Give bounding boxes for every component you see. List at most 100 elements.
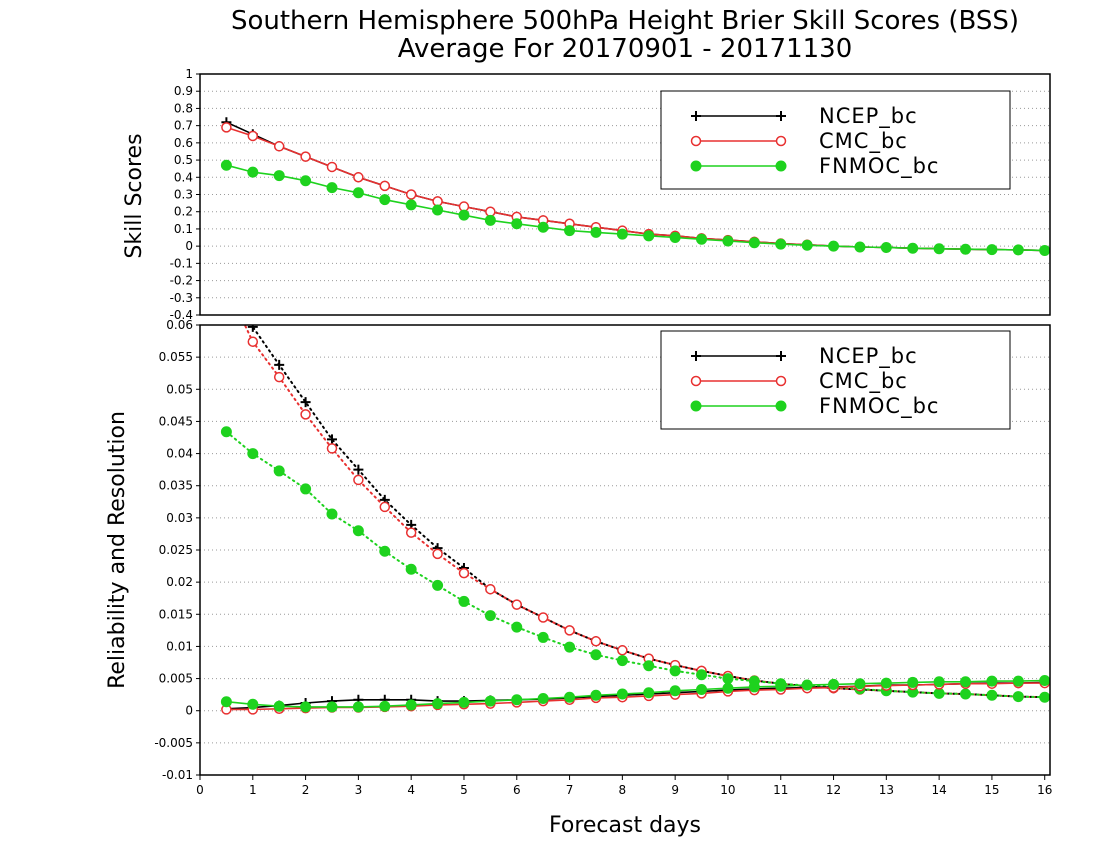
- data-point-ncep-bc-resolution: [247, 325, 258, 332]
- data-point-fnmoc-bc-reliability: [220, 696, 232, 708]
- y-tick-label: 0.045: [159, 414, 193, 428]
- chart-title-line2: Average For 20170901 - 20171130: [398, 34, 853, 64]
- x-tick-label: 5: [460, 783, 468, 797]
- y-tick-label: 0.015: [159, 607, 193, 621]
- data-point-cmc-bc: [300, 151, 311, 162]
- data-point-fnmoc-bc-reliability: [405, 699, 417, 711]
- data-point-fnmoc-bc: [537, 221, 549, 233]
- data-point-fnmoc-bc-resolution: [986, 689, 998, 701]
- data-point-fnmoc-bc-resolution: [511, 621, 523, 633]
- data-point-fnmoc-bc-reliability: [379, 700, 391, 712]
- data-point-fnmoc-bc-reliability: [1039, 675, 1050, 686]
- y-tick-label: 0.9: [174, 84, 193, 98]
- data-point-fnmoc-bc-resolution: [220, 426, 232, 438]
- data-point-cmc-bc-resolution: [485, 583, 496, 595]
- data-point-fnmoc-bc-resolution: [1012, 691, 1024, 703]
- y-tick-label: 0.2: [174, 205, 193, 219]
- legend-marker-cmc-bc: [690, 375, 702, 387]
- data-point-fnmoc-bc: [828, 240, 840, 252]
- series-line-cmc-bc-reliability: [225, 682, 1046, 711]
- data-point-fnmoc-bc: [247, 166, 259, 178]
- legend-marker-cmc-bc: [775, 375, 787, 387]
- data-point-fnmoc-bc: [220, 159, 232, 171]
- data-point-cmc-bc: [379, 180, 391, 192]
- x-tick-label: 2: [302, 783, 310, 797]
- y-tick-label: 1: [185, 67, 193, 81]
- data-point-fnmoc-bc: [986, 244, 998, 256]
- legend-label-cmc-bc: CMC_bc: [819, 129, 908, 154]
- data-point-fnmoc-bc-reliability: [511, 694, 523, 706]
- x-tick-label: 13: [879, 783, 894, 797]
- data-point-fnmoc-bc-resolution: [273, 465, 285, 477]
- x-tick-label: 10: [720, 783, 735, 797]
- y-tick-label: -0.4: [170, 308, 193, 322]
- data-point-fnmoc-bc: [722, 235, 734, 247]
- y-tick-label: 0.8: [174, 101, 193, 115]
- bottom-y-axis-label: Reliability and Resolution: [105, 411, 130, 689]
- data-point-fnmoc-bc: [696, 233, 708, 245]
- data-point-fnmoc-bc: [801, 239, 813, 251]
- data-point-fnmoc-bc-reliability: [933, 676, 945, 688]
- x-axis-label: Forecast days: [549, 813, 701, 838]
- y-tick-label: -0.3: [170, 291, 193, 305]
- legend-label-fnmoc-bc: FNMOC_bc: [819, 394, 939, 419]
- data-point-fnmoc-bc: [484, 214, 496, 226]
- y-tick-label: -0.2: [170, 274, 193, 288]
- data-point-fnmoc-bc-reliability: [801, 679, 813, 691]
- data-point-ncep-bc-resolution: [221, 269, 231, 279]
- data-point-cmc-bc-resolution: [247, 336, 259, 347]
- x-tick-label: 11: [773, 783, 788, 797]
- x-tick-label: 8: [619, 783, 627, 797]
- data-point-fnmoc-bc: [748, 237, 760, 249]
- data-point-fnmoc-bc-resolution: [379, 545, 391, 557]
- data-point-fnmoc-bc-reliability: [537, 693, 549, 704]
- y-tick-label: 0.1: [174, 222, 193, 236]
- data-point-fnmoc-bc-reliability: [616, 688, 628, 700]
- data-point-cmc-bc-resolution: [458, 567, 470, 579]
- y-tick-label: 0.6: [174, 136, 193, 150]
- data-point-fnmoc-bc-resolution: [933, 687, 945, 699]
- data-point-fnmoc-bc: [933, 243, 945, 255]
- y-tick-label: 0.03: [166, 511, 193, 525]
- data-point-fnmoc-bc: [326, 182, 338, 194]
- data-point-fnmoc-bc-reliability: [273, 700, 285, 712]
- data-point-cmc-bc: [221, 122, 232, 133]
- legend-marker-fnmoc-bc: [690, 400, 702, 412]
- data-point-fnmoc-bc: [669, 232, 681, 244]
- data-point-fnmoc-bc-reliability: [458, 696, 470, 708]
- y-tick-label: 0.005: [159, 672, 193, 686]
- data-point-cmc-bc-resolution: [273, 371, 285, 383]
- data-point-fnmoc-bc: [1039, 244, 1050, 256]
- data-point-fnmoc-bc-resolution: [696, 669, 708, 681]
- x-tick-label: 1: [249, 783, 257, 797]
- data-point-cmc-bc: [273, 141, 285, 152]
- y-tick-label: 0.4: [174, 170, 193, 184]
- x-tick-label: 4: [407, 783, 415, 797]
- data-point-fnmoc-bc: [379, 194, 391, 206]
- legend-label-fnmoc-bc: FNMOC_bc: [819, 154, 939, 179]
- y-tick-label: -0.1: [170, 256, 193, 270]
- y-tick-label: 0.02: [166, 575, 193, 589]
- plot-frame: [199, 324, 1051, 776]
- data-point-fnmoc-bc-resolution: [564, 641, 576, 653]
- data-point-fnmoc-bc-resolution: [352, 525, 364, 537]
- data-point-fnmoc-bc: [907, 242, 919, 254]
- data-point-fnmoc-bc-reliability: [564, 691, 576, 703]
- legend-marker-cmc-bc: [775, 135, 787, 147]
- y-tick-label: 0.06: [166, 318, 193, 332]
- data-point-fnmoc-bc-resolution: [326, 508, 338, 520]
- data-point-ncep-bc-resolution: [274, 359, 285, 370]
- data-point-fnmoc-bc-resolution: [616, 655, 628, 667]
- data-point-ncep-bc-resolution: [326, 434, 337, 445]
- data-point-fnmoc-bc-reliability: [590, 689, 602, 701]
- data-point-fnmoc-bc-resolution: [405, 563, 417, 575]
- legend-marker-ncep-bc: [776, 111, 786, 121]
- legend-marker-fnmoc-bc: [690, 160, 702, 172]
- data-point-fnmoc-bc-resolution: [590, 649, 602, 661]
- data-point-cmc-bc-resolution: [353, 474, 364, 486]
- data-point-cmc-bc-resolution: [326, 443, 338, 454]
- data-point-cmc-bc-resolution: [590, 636, 602, 647]
- data-point-fnmoc-bc: [643, 230, 655, 242]
- data-point-fnmoc-bc-resolution: [643, 660, 655, 672]
